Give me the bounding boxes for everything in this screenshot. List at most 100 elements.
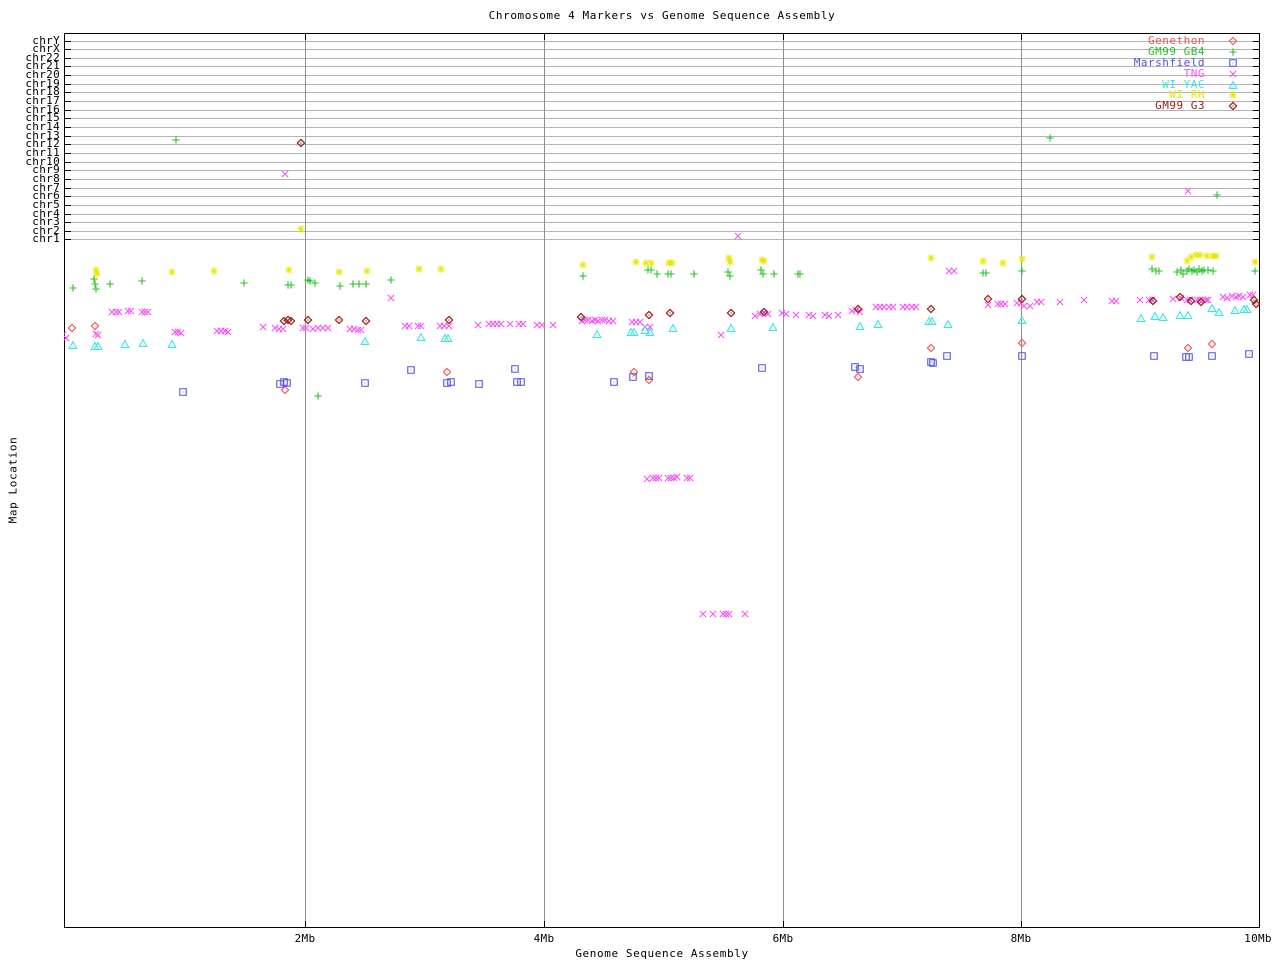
data-point xyxy=(124,307,132,315)
data-point xyxy=(1239,293,1247,301)
data-point xyxy=(414,322,422,330)
data-point xyxy=(1026,302,1034,310)
data-point xyxy=(1207,339,1217,349)
data-point xyxy=(92,269,102,279)
data-point xyxy=(90,321,100,331)
data-point xyxy=(1045,133,1055,143)
data-point xyxy=(686,474,694,482)
mb-label: 8Mb xyxy=(1010,932,1032,945)
data-point xyxy=(725,257,735,267)
chrom-label: chr8 xyxy=(32,172,60,185)
data-point xyxy=(759,256,769,266)
data-point xyxy=(444,315,454,325)
data-point xyxy=(978,256,988,266)
data-point xyxy=(436,264,446,274)
data-point xyxy=(1080,296,1088,304)
series-tng xyxy=(59,170,1257,618)
chrom-label: chr3 xyxy=(32,215,60,228)
data-point xyxy=(1183,343,1193,353)
chrom-label: chr16 xyxy=(25,103,60,116)
chrom-label: chr18 xyxy=(25,85,60,98)
series-wi-rh xyxy=(91,224,1260,279)
data-point xyxy=(1136,314,1146,322)
data-point xyxy=(598,316,606,324)
legend-label: Marshfield xyxy=(1133,55,1205,69)
chart-title: Chromosome 4 Markers vs Genome Sequence … xyxy=(488,9,836,22)
data-point xyxy=(92,330,100,338)
data-point xyxy=(171,328,179,336)
data-point xyxy=(68,283,78,293)
data-point xyxy=(414,264,424,274)
data-point xyxy=(407,366,415,374)
data-point xyxy=(792,311,800,319)
data-point xyxy=(137,276,147,286)
chrom-label: chr15 xyxy=(25,111,60,124)
data-point xyxy=(998,258,1008,268)
chrom-label: chr14 xyxy=(25,120,60,133)
data-point xyxy=(1112,297,1120,305)
data-point xyxy=(361,379,369,387)
data-point xyxy=(90,279,100,289)
data-point xyxy=(926,304,936,314)
data-point xyxy=(354,326,362,334)
data-point xyxy=(709,610,717,618)
chrom-label: chr21 xyxy=(25,59,60,72)
data-point xyxy=(644,310,654,320)
data-point xyxy=(511,365,519,373)
legend-row: GM99 G3 xyxy=(1134,100,1239,112)
mb-label: 6Mb xyxy=(772,932,794,945)
chrom-label: chr2 xyxy=(32,224,60,237)
mb-label: 4Mb xyxy=(533,932,555,945)
data-point xyxy=(758,364,766,372)
data-point xyxy=(950,267,958,275)
data-point xyxy=(853,372,863,382)
data-point xyxy=(751,312,759,320)
chrom-label: chrY xyxy=(32,34,60,47)
data-point xyxy=(668,324,678,332)
data-point xyxy=(474,321,482,329)
data-point xyxy=(112,308,120,316)
chrom-label: chr20 xyxy=(25,68,60,81)
data-point xyxy=(386,275,396,285)
data-point xyxy=(943,352,951,360)
data-point xyxy=(1250,257,1260,267)
legend-label: TNG xyxy=(1183,66,1205,80)
data-point xyxy=(592,330,602,338)
data-point xyxy=(1245,350,1253,358)
data-point xyxy=(725,610,733,618)
data-point xyxy=(1175,311,1185,319)
data-point xyxy=(1211,251,1221,261)
data-point xyxy=(655,474,663,482)
data-point xyxy=(179,388,187,396)
data-point xyxy=(652,474,660,482)
data-point xyxy=(631,257,641,267)
data-point xyxy=(1017,266,1027,276)
data-point xyxy=(517,378,525,386)
chrom-label: chr11 xyxy=(25,146,60,159)
chrom-label: chr4 xyxy=(32,207,60,220)
chrom-label: chr22 xyxy=(25,51,60,64)
data-point xyxy=(68,341,78,349)
data-point xyxy=(1250,266,1260,276)
data-point xyxy=(239,278,249,288)
chrom-label: chr19 xyxy=(25,77,60,90)
data-point xyxy=(138,339,148,347)
data-point xyxy=(138,308,146,316)
data-points xyxy=(59,133,1261,618)
data-point xyxy=(357,326,365,334)
data-point xyxy=(276,380,284,388)
data-point xyxy=(1223,294,1231,302)
data-point xyxy=(141,308,149,316)
data-point xyxy=(734,232,742,240)
data-point xyxy=(722,610,730,618)
data-point xyxy=(726,308,736,318)
data-point xyxy=(983,294,993,304)
data-point xyxy=(889,303,897,311)
data-point xyxy=(719,610,727,618)
chrom-label: chr5 xyxy=(32,198,60,211)
data-point xyxy=(943,320,953,328)
legend: Genethon GM99 GB4 Marshfield TNG WI YAC WI RH… xyxy=(1133,35,1239,112)
data-point xyxy=(549,321,557,329)
data-point xyxy=(717,331,725,339)
